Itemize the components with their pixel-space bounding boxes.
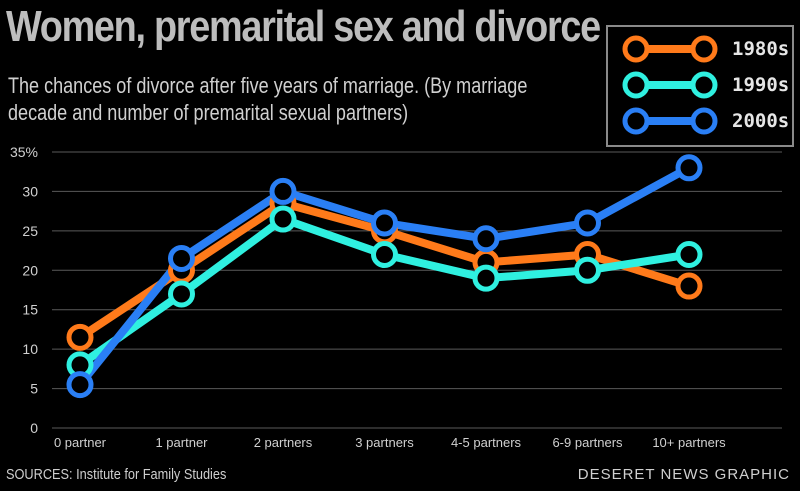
x-tick-label: 3 partners [355,435,414,450]
legend-marker-1990s [622,71,718,99]
data-point-2000s [269,177,297,205]
data-point-1990s [269,205,297,233]
legend-label-1980s: 1980s [732,38,790,60]
data-point-2000s [472,225,500,253]
sources-note: SOURCES: Institute for Family Studies [6,466,227,483]
legend-item-1990s: 1990s [616,69,790,101]
data-point-2000s [371,209,398,237]
legend-label-1990s: 1990s [732,74,790,96]
x-tick-label: 4-5 partners [451,435,522,450]
chart-subtitle: The chances of divorce after five years … [8,73,528,125]
y-tick-label: 35% [10,144,38,160]
y-tick-label: 15 [22,302,38,318]
legend-item-1980s: 1980s [616,33,790,65]
y-tick-label: 5 [30,381,38,397]
data-point-1990s [168,280,195,308]
data-point-1990s [574,256,601,284]
data-point-2000s [66,371,94,399]
legend-item-2000s: 2000s [616,105,790,137]
x-tick-label: 10+ partners [652,435,726,450]
data-point-2000s [675,154,703,182]
x-tick-label: 2 partners [254,435,313,450]
data-point-1980s [675,272,703,300]
data-point-1990s [472,264,500,292]
legend-marker-1980s [622,35,718,63]
x-tick-label: 1 partner [155,435,208,450]
legend-label-2000s: 2000s [732,110,790,132]
data-point-2000s [168,244,195,272]
data-point-2000s [574,209,601,237]
x-tick-label: 6-9 partners [552,435,623,450]
y-tick-label: 20 [22,262,38,278]
chart-title: Women, premarital sex and divorce [6,2,601,51]
data-point-1990s [675,241,703,269]
legend: 1980s 1990s 2000s [606,25,794,147]
y-tick-label: 10 [22,341,38,357]
credit-note: DESERET NEWS GRAPHIC [577,466,790,483]
data-point-1980s [66,323,94,351]
data-point-1990s [371,241,398,269]
legend-marker-2000s [622,107,718,135]
y-tick-label: 0 [30,420,38,436]
y-tick-label: 25 [22,223,38,239]
x-tick-label: 0 partner [54,435,107,450]
y-tick-label: 30 [22,183,38,199]
